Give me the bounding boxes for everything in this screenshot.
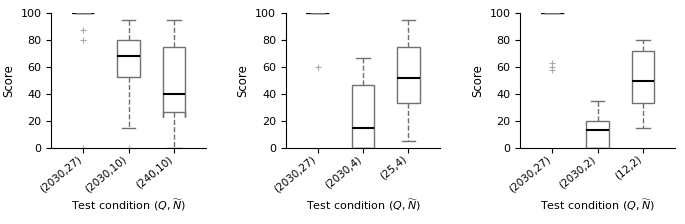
Y-axis label: Score: Score — [236, 64, 249, 97]
Y-axis label: Score: Score — [2, 64, 15, 97]
X-axis label: Test condition $(Q, \widetilde{N})$: Test condition $(Q, \widetilde{N})$ — [71, 197, 186, 213]
X-axis label: Test condition $(Q, \widetilde{N})$: Test condition $(Q, \widetilde{N})$ — [306, 197, 421, 213]
Y-axis label: Score: Score — [471, 64, 484, 97]
X-axis label: Test condition $(Q, \widetilde{N})$: Test condition $(Q, \widetilde{N})$ — [540, 197, 655, 213]
